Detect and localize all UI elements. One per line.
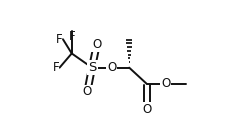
Text: O: O [142, 103, 151, 116]
Text: O: O [92, 38, 101, 51]
Text: F: F [53, 61, 59, 74]
Text: F: F [56, 33, 63, 46]
Text: O: O [107, 61, 116, 74]
Text: O: O [161, 77, 170, 90]
Text: O: O [82, 85, 91, 99]
Text: F: F [68, 30, 75, 43]
Text: S: S [87, 61, 96, 74]
